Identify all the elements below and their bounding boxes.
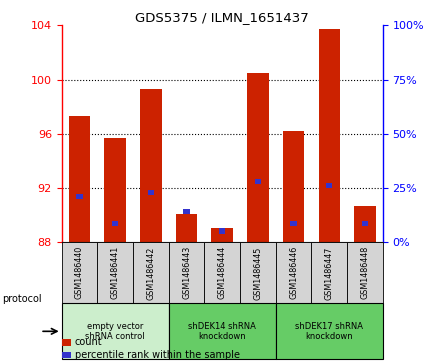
FancyBboxPatch shape: [347, 242, 383, 303]
Text: count: count: [75, 337, 103, 347]
Text: empty vector
shRNA control: empty vector shRNA control: [85, 322, 145, 341]
Title: GDS5375 / ILMN_1651437: GDS5375 / ILMN_1651437: [136, 11, 309, 24]
Bar: [326, 183, 333, 188]
Bar: [112, 221, 118, 226]
FancyBboxPatch shape: [97, 242, 133, 303]
Text: shDEK14 shRNA
knockdown: shDEK14 shRNA knockdown: [188, 322, 256, 341]
Text: protocol: protocol: [2, 294, 42, 305]
Text: GSM1486444: GSM1486444: [218, 246, 227, 299]
FancyBboxPatch shape: [133, 242, 169, 303]
Bar: [319, 29, 340, 242]
Bar: [219, 228, 225, 234]
Text: GSM1486446: GSM1486446: [289, 246, 298, 299]
Bar: [354, 206, 376, 242]
Bar: [147, 189, 154, 195]
Bar: [255, 179, 261, 184]
Text: GSM1486448: GSM1486448: [360, 246, 370, 299]
Bar: [247, 73, 268, 242]
FancyBboxPatch shape: [276, 242, 312, 303]
Text: shDEK17 shRNA
knockdown: shDEK17 shRNA knockdown: [295, 322, 363, 341]
FancyBboxPatch shape: [204, 242, 240, 303]
Bar: [212, 228, 233, 242]
Bar: [362, 221, 368, 226]
FancyBboxPatch shape: [62, 303, 169, 359]
Text: GSM1486440: GSM1486440: [75, 246, 84, 299]
Text: GSM1486442: GSM1486442: [147, 246, 155, 299]
FancyBboxPatch shape: [169, 242, 204, 303]
Bar: [104, 138, 126, 242]
FancyBboxPatch shape: [312, 242, 347, 303]
Bar: [283, 131, 304, 242]
Text: GSM1486445: GSM1486445: [253, 246, 262, 299]
FancyBboxPatch shape: [169, 303, 276, 359]
Text: percentile rank within the sample: percentile rank within the sample: [75, 350, 240, 360]
Text: GSM1486443: GSM1486443: [182, 246, 191, 299]
Bar: [140, 89, 161, 242]
Bar: [176, 214, 197, 242]
Bar: [290, 221, 297, 226]
Bar: [69, 116, 90, 242]
FancyBboxPatch shape: [240, 242, 276, 303]
Text: GSM1486441: GSM1486441: [110, 246, 120, 299]
Text: GSM1486447: GSM1486447: [325, 246, 334, 299]
FancyBboxPatch shape: [62, 242, 97, 303]
FancyBboxPatch shape: [276, 303, 383, 359]
Bar: [183, 209, 190, 214]
Bar: [76, 193, 83, 199]
